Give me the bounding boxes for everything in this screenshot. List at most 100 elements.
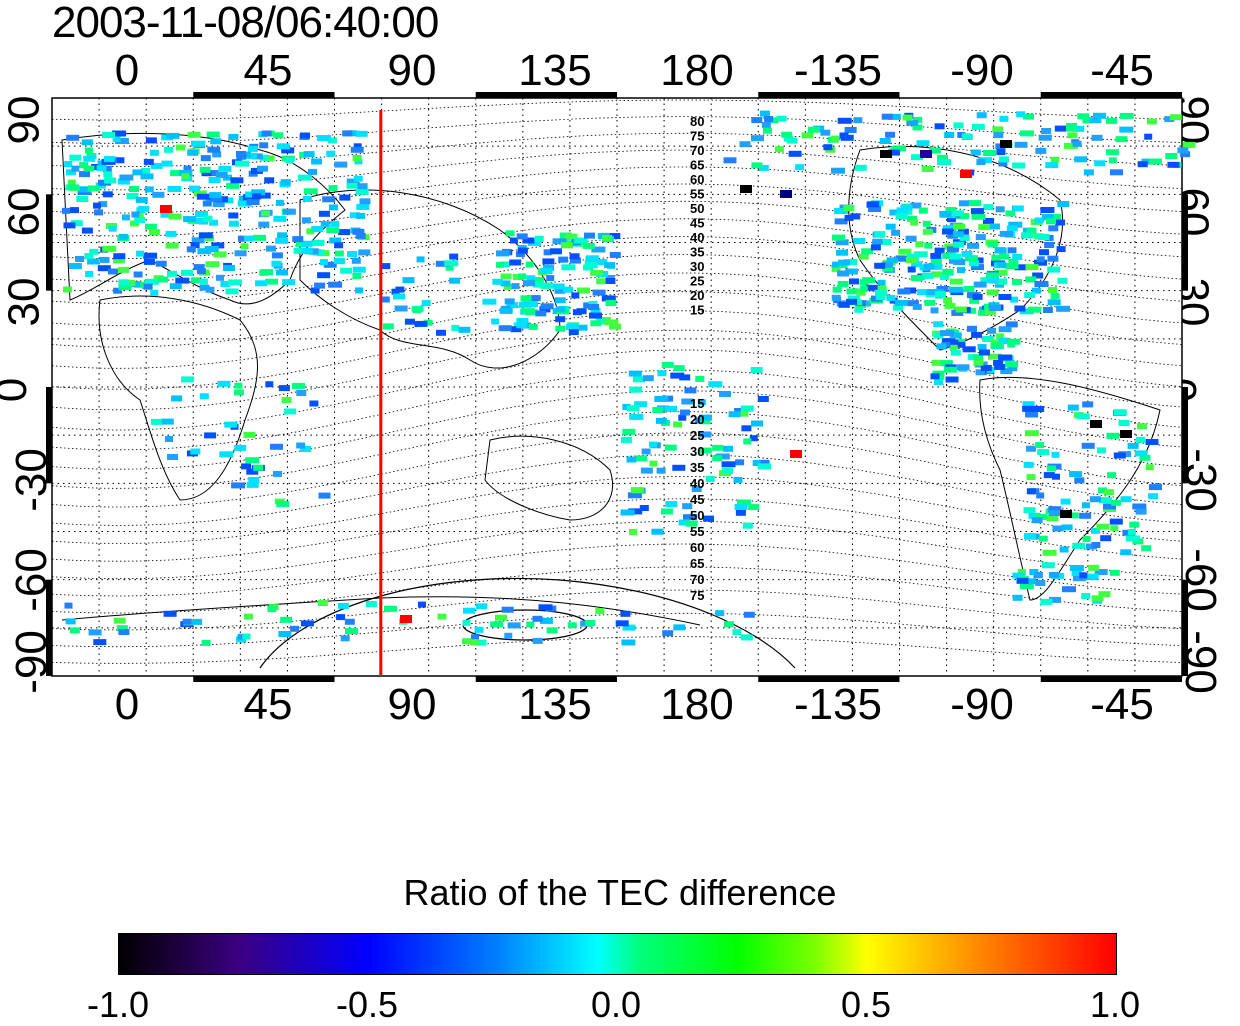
tec-cell [1054, 125, 1068, 132]
tec-cell [1007, 365, 1018, 372]
colorbar [118, 933, 1117, 975]
tec-cell [891, 146, 901, 152]
tec-cell [98, 201, 108, 208]
tec-cell [1031, 517, 1043, 524]
tec-cell [655, 417, 667, 424]
tec-cell [1039, 249, 1049, 256]
tec-cell [167, 270, 177, 277]
frame-bar [1182, 387, 1188, 484]
tec-cell [303, 188, 318, 195]
tec-cell [703, 515, 714, 522]
frame-bar [1040, 676, 1182, 682]
tec-cell [187, 149, 199, 156]
tec-cell [1056, 246, 1066, 253]
tec-cell [504, 298, 515, 305]
tec-cell [1012, 253, 1023, 260]
tec-cell [882, 265, 894, 272]
contour-line [51, 329, 1183, 411]
tec-cell [395, 286, 405, 293]
tec-cell [923, 263, 935, 270]
coastline [484, 435, 614, 521]
timestamp-title: 2003-11-08/06:40:00 [52, 0, 439, 47]
tec-cell [999, 253, 1010, 260]
tec-cell [1129, 521, 1140, 528]
tec-cell [910, 275, 923, 281]
tec-cell [358, 249, 371, 256]
tec-cell [1025, 264, 1039, 271]
tec-cell [233, 389, 244, 396]
tec-cell [81, 139, 93, 146]
tec-cell [326, 150, 336, 157]
tec-cell [858, 253, 869, 260]
tec-cell [355, 130, 368, 137]
tec-cell [103, 171, 113, 178]
tec-cell [978, 309, 990, 316]
tec-cell [181, 173, 190, 180]
tec-cell [522, 237, 535, 244]
tec-cell [1093, 112, 1106, 119]
tec-cell [449, 277, 461, 284]
tec-cell [758, 164, 769, 171]
tec-cell [585, 620, 596, 626]
tec-cell [129, 186, 139, 192]
tec-cell [1096, 447, 1106, 454]
tec-cell [889, 209, 901, 216]
tec-cell [251, 189, 266, 196]
tec-cell [99, 256, 110, 263]
tec-cell [887, 113, 901, 120]
tec-cell [167, 454, 178, 460]
tec-cell [609, 252, 621, 258]
tec-cell [564, 233, 578, 240]
contour-line [51, 476, 1183, 544]
tec-cell [144, 223, 157, 230]
tec-cell [626, 456, 637, 463]
tec-cell [207, 146, 221, 153]
tec-cell [831, 167, 845, 174]
tec-cell [412, 307, 422, 314]
tec-cell [67, 184, 79, 191]
tec-cell [132, 169, 143, 176]
tec-cell [1119, 112, 1134, 119]
tec-cell [1148, 158, 1162, 165]
frame-bar [46, 387, 52, 484]
tec-cell [253, 234, 267, 241]
tec-cell [590, 307, 601, 314]
tec-cell [353, 143, 362, 150]
tec-cell [621, 639, 636, 646]
tec-cell [1070, 512, 1079, 519]
tec-cell [844, 214, 854, 221]
tec-cell [1164, 116, 1175, 123]
tec-cell [836, 249, 849, 256]
tec-cell [561, 264, 576, 271]
coastline [979, 376, 1161, 601]
tec-cell [63, 286, 73, 293]
tec-cell [915, 241, 924, 248]
tec-cell [1041, 562, 1055, 569]
tec-cell [1091, 527, 1101, 534]
tec-cell [476, 603, 488, 610]
tec-cell [235, 160, 249, 167]
tec-cell [651, 528, 664, 535]
tec-cell [1021, 232, 1033, 239]
tec-cell [832, 286, 842, 293]
tec-cell [947, 232, 959, 239]
tec-cell [991, 254, 1001, 261]
tec-cell [831, 294, 841, 301]
tec-cell [503, 283, 512, 290]
tec-cell [1048, 287, 1057, 293]
tec-cell [102, 132, 116, 138]
tec-cell [1005, 321, 1018, 328]
tec-cell [1035, 233, 1045, 240]
tec-cell [1091, 595, 1104, 602]
tec-cell [113, 253, 126, 260]
contour-label: 65 [690, 158, 704, 173]
tec-cell [735, 509, 746, 516]
tec-cell [165, 436, 173, 442]
tec-cell [273, 132, 284, 139]
tec-cell [317, 600, 328, 606]
tec-cell [462, 638, 473, 645]
tec-cell [1132, 503, 1147, 510]
tec-cell [500, 280, 511, 287]
tec-cell [665, 501, 678, 507]
tec-cell [937, 159, 952, 166]
